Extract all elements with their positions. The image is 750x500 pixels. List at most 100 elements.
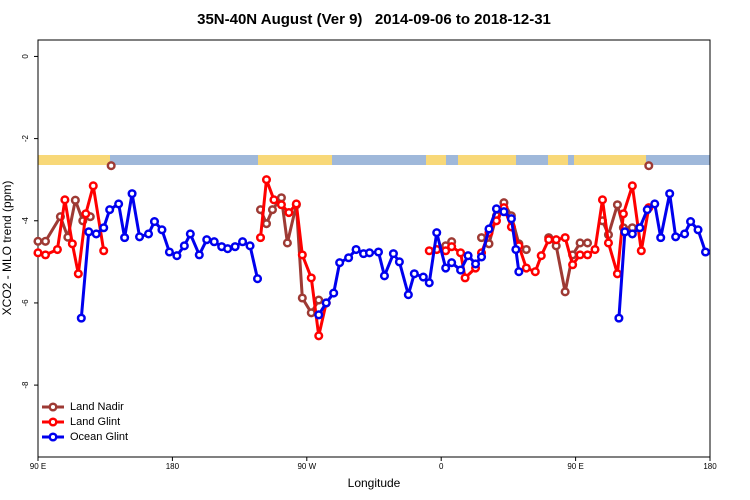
data-point — [693, 225, 703, 235]
legend-label: Land Glint — [70, 416, 120, 428]
data-point — [179, 241, 189, 251]
data-point — [245, 241, 255, 251]
data-point — [656, 233, 666, 243]
data-point — [582, 238, 593, 248]
data-point — [276, 200, 286, 210]
data-point — [665, 189, 675, 199]
data-point — [127, 189, 137, 199]
x-tick-label: 180 — [703, 462, 717, 471]
data-point — [484, 224, 494, 234]
data-point — [441, 263, 451, 273]
data-point — [284, 208, 294, 218]
data-point — [261, 219, 272, 229]
legend-label: Ocean Glint — [70, 431, 128, 443]
data-point — [194, 250, 204, 260]
data-point — [84, 227, 94, 237]
data-point — [282, 238, 292, 248]
data-point — [306, 308, 316, 318]
data-point — [223, 244, 233, 254]
data-point — [164, 247, 174, 257]
legend-label: Land Nadir — [70, 401, 124, 413]
data-point — [560, 233, 570, 243]
data-point — [70, 195, 80, 205]
data-point — [642, 205, 652, 215]
data-point — [499, 207, 509, 217]
data-point — [636, 246, 646, 256]
legend-marker — [48, 417, 58, 427]
data-point — [314, 295, 324, 305]
y-axis-label: XCO2 - MLO trend (ppm) — [0, 181, 14, 316]
data-point — [267, 205, 278, 215]
data-point — [476, 233, 487, 243]
data-point — [261, 175, 272, 185]
data-point — [276, 193, 286, 203]
y-tick-label: -8 — [21, 381, 30, 389]
y-tick-label: 0 — [21, 54, 30, 59]
data-point — [463, 251, 473, 261]
data-point — [76, 313, 86, 323]
data-point — [620, 227, 630, 237]
data-point — [530, 267, 540, 277]
data-point — [99, 246, 109, 256]
data-point — [456, 248, 466, 258]
data-point — [424, 246, 434, 256]
data-point — [344, 253, 354, 263]
data-point — [560, 287, 570, 297]
data-point — [134, 232, 145, 242]
data-point — [335, 258, 345, 268]
data-point — [297, 250, 307, 260]
data-point — [33, 236, 43, 246]
data-point — [491, 204, 502, 214]
data-point — [582, 250, 593, 260]
data-point — [143, 229, 154, 239]
legend-marker — [48, 432, 58, 442]
data-point — [686, 217, 696, 227]
data-point — [612, 269, 622, 279]
land-strip — [458, 155, 516, 165]
data-point — [470, 259, 481, 269]
y-tick-label: -6 — [21, 299, 30, 307]
data-point — [291, 199, 301, 209]
data-point — [321, 298, 331, 308]
data-point — [60, 195, 70, 205]
data-point — [114, 199, 124, 209]
data-point — [91, 229, 101, 239]
data-point — [447, 242, 457, 252]
data-point — [627, 181, 637, 191]
data-point — [238, 237, 248, 247]
data-point — [314, 310, 324, 320]
x-axis-label: Longitude — [348, 476, 401, 490]
data-point — [269, 195, 279, 205]
data-point — [185, 229, 195, 239]
data-point — [172, 251, 182, 261]
data-point — [297, 293, 307, 303]
data-point — [568, 260, 578, 270]
data-point — [424, 278, 434, 288]
data-point — [40, 250, 51, 260]
data-point — [88, 181, 98, 191]
data-point — [364, 248, 375, 258]
data-point — [252, 274, 263, 284]
data-point — [409, 269, 419, 279]
data-point — [614, 313, 624, 323]
data-point — [644, 161, 654, 171]
data-point — [255, 233, 266, 243]
data-point — [73, 269, 83, 279]
data-point — [575, 250, 585, 260]
chart-title: 35N-40N August (Ver 9) 2014-09-06 to 201… — [197, 11, 551, 28]
data-point — [373, 247, 384, 257]
legend-marker — [48, 402, 58, 412]
x-tick-label: 90 W — [297, 462, 316, 471]
land-strip — [38, 155, 110, 165]
y-tick-label: -2 — [21, 134, 30, 142]
data-point — [627, 229, 637, 239]
land-strip — [548, 155, 568, 165]
data-point — [329, 288, 339, 298]
y-tick-label: -4 — [21, 217, 30, 225]
data-point — [514, 267, 524, 277]
map-strip — [38, 155, 710, 165]
data-point — [418, 272, 428, 282]
data-point — [314, 331, 324, 341]
